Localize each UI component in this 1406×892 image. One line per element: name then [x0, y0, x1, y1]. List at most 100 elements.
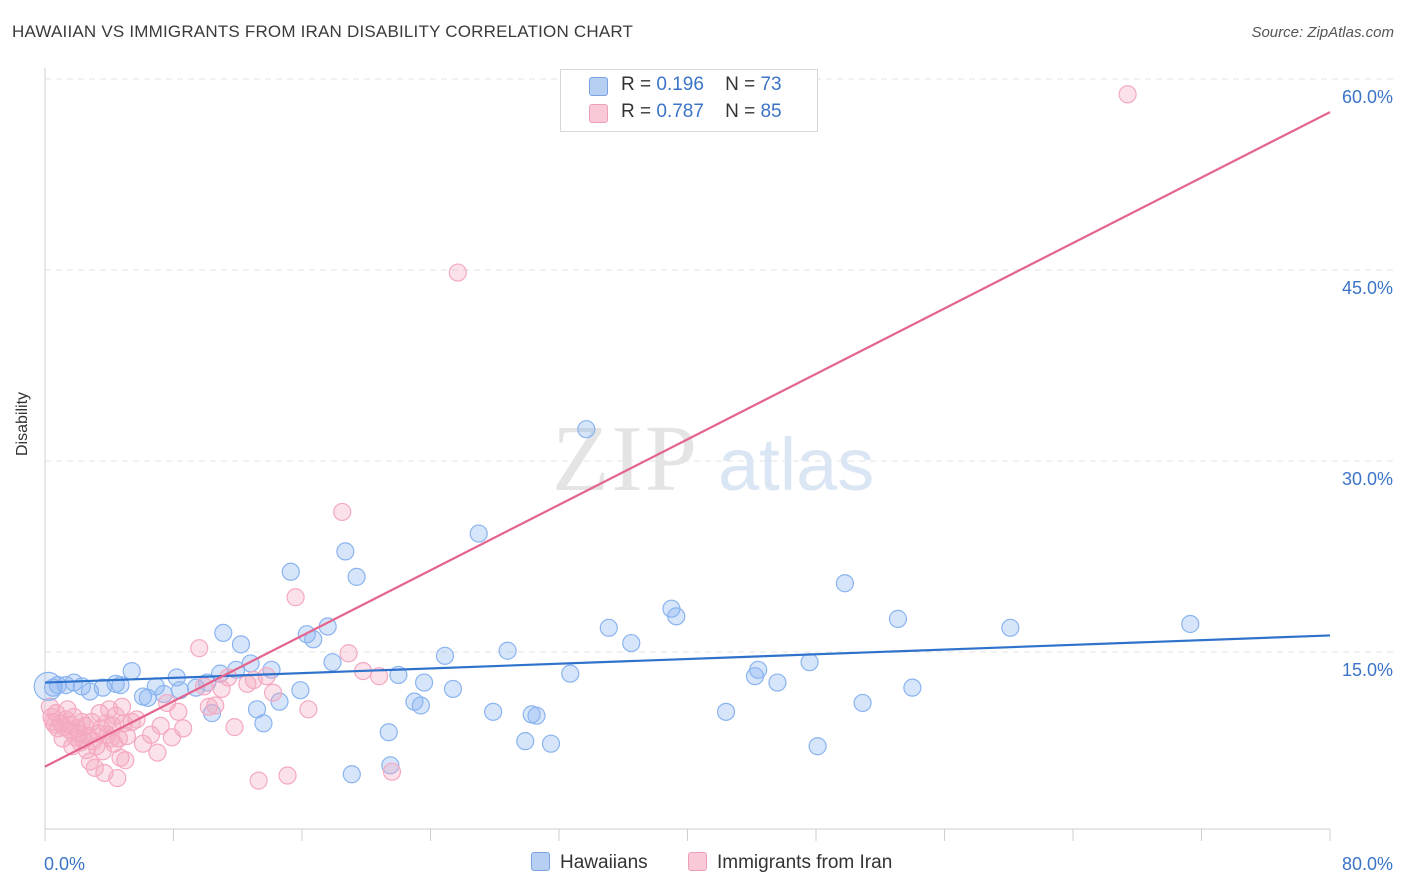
y-tick-label: 60.0%	[1342, 87, 1393, 107]
hawaiians-point	[800, 653, 819, 672]
grid-lines	[45, 78, 1395, 653]
n-label: N =	[725, 74, 756, 95]
hawaiians-point	[768, 673, 787, 692]
iran-point	[169, 702, 188, 721]
y-tick-label: 45.0%	[1342, 278, 1393, 298]
hawaiians-point	[888, 609, 908, 628]
hawaiians-point	[484, 702, 503, 721]
iran-point	[151, 716, 170, 735]
hawaiians-point	[435, 646, 455, 665]
iran-point	[199, 697, 218, 716]
hawaiians-point	[414, 673, 434, 692]
trend-lines	[44, 111, 1331, 768]
watermark-atlas: atlas	[718, 423, 874, 506]
hawaiians-point	[254, 714, 273, 733]
hawaiians-point	[281, 562, 300, 581]
y-tick-label: 30.0%	[1342, 469, 1393, 489]
hawaiians-point	[381, 756, 400, 775]
iran-point	[448, 263, 467, 282]
watermark-zip: ZIP	[552, 407, 699, 511]
hawaiians-point	[903, 678, 922, 697]
iran-legend-swatch	[688, 852, 707, 871]
hawaiians-legend-swatch	[531, 852, 550, 871]
hawaiians-point	[516, 732, 535, 751]
iran-point	[53, 729, 72, 748]
iran-point	[174, 719, 193, 738]
iran-point	[212, 679, 231, 699]
iran-point	[117, 726, 137, 746]
iran-point	[108, 768, 127, 788]
n-value: 85	[760, 101, 782, 122]
hawaiians-point	[853, 693, 872, 713]
hawaiians-point	[342, 765, 361, 784]
iran-point	[339, 644, 358, 663]
iran-point	[47, 704, 66, 723]
hawaiians-point	[214, 623, 233, 643]
source-label: Source: ZipAtlas.com	[1251, 24, 1394, 41]
iran-point	[370, 667, 389, 686]
hawaiians-point	[291, 681, 310, 700]
hawaiians-point	[122, 661, 141, 681]
iran-point	[85, 758, 104, 777]
hawaiians-point	[527, 706, 546, 725]
hawaiians-point	[622, 633, 641, 653]
r-label: R =	[621, 74, 652, 95]
iran-point	[225, 718, 244, 737]
n-value: 73	[760, 74, 782, 95]
legend-item-hawaiians: Hawaiians	[531, 852, 648, 874]
hawaiians-point	[561, 664, 580, 683]
hawaiians-point	[808, 737, 827, 756]
hawaiians-point	[1181, 614, 1200, 634]
hawaiians-point	[599, 618, 618, 637]
iran-point	[257, 667, 276, 686]
hawaiians-point	[469, 524, 488, 543]
iran-trend-line	[44, 111, 1331, 768]
legend-label: Immigrants from Iran	[717, 852, 893, 873]
iran-point	[278, 766, 297, 785]
hawaiians-point	[541, 734, 561, 753]
hawaiians-point	[498, 641, 517, 660]
hawaiians-point	[443, 679, 463, 699]
hawaiians-point	[336, 542, 355, 561]
hawaiians-point	[241, 654, 260, 673]
axes	[44, 68, 1331, 841]
iran-point	[206, 696, 225, 715]
r-value: 0.787	[656, 101, 704, 122]
iran-point	[382, 762, 402, 781]
iran-point	[333, 502, 352, 522]
hawaiians-point	[835, 574, 855, 593]
hawaiians-point	[347, 567, 366, 586]
hawaiians-point	[323, 653, 342, 672]
hawaiians-point	[231, 635, 251, 654]
hawaiians-point	[1001, 618, 1020, 637]
legend-label: Hawaiians	[560, 852, 648, 873]
hawaiians-point	[577, 420, 596, 439]
x-tick-label: 80.0%	[1342, 854, 1393, 874]
hawaiians-point	[716, 702, 736, 721]
iran-point	[112, 697, 132, 716]
iran-point	[148, 743, 167, 762]
y-tick-label: 15.0%	[1342, 660, 1393, 680]
hawaiians-point	[33, 671, 63, 701]
hawaiians-point	[749, 660, 768, 679]
iran-point	[116, 751, 135, 770]
iran-point	[249, 771, 268, 790]
n-label: N =	[725, 101, 756, 122]
x-tick-label: 0.0%	[44, 854, 85, 874]
hawaiians-point	[379, 723, 398, 742]
r-value: 0.196	[656, 74, 704, 95]
iran-point	[1118, 85, 1137, 104]
hawaiians-trend-line	[44, 634, 1331, 684]
hawaiians-swatch	[589, 77, 608, 96]
tick-labels: 15.0% 30.0% 45.0% 60.0% 0.0% 80.0%	[44, 87, 1393, 874]
hawaiians-point	[667, 607, 686, 626]
hawaiians-point	[170, 681, 190, 700]
hawaiians-point	[411, 696, 430, 715]
iran-swatch	[589, 104, 608, 123]
chart-title: HAWAIIAN VS IMMIGRANTS FROM IRAN DISABIL…	[12, 22, 634, 41]
iran-point	[111, 748, 130, 767]
iran-point	[286, 588, 305, 607]
iran-point	[263, 683, 283, 702]
iran-point	[190, 639, 209, 658]
